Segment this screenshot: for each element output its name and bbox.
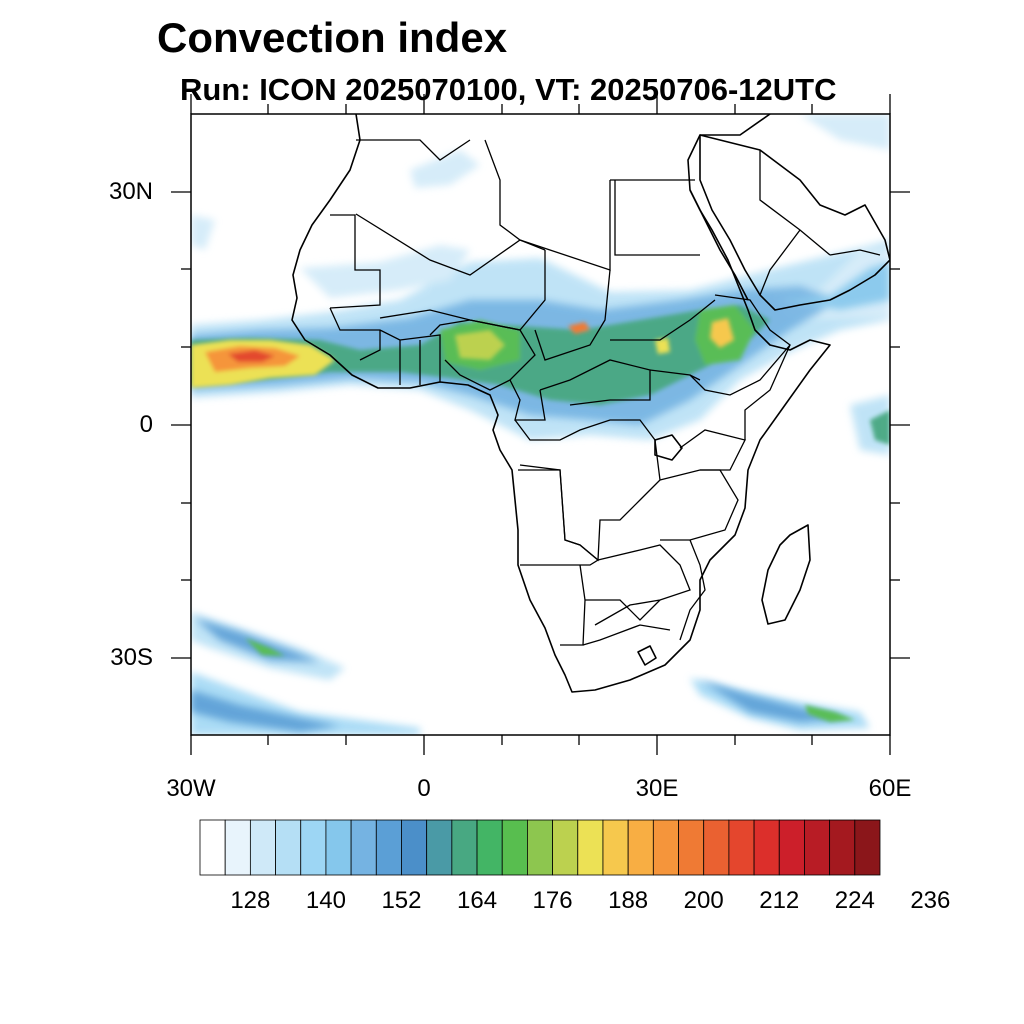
colorbar-box [501,819,528,876]
convection-nigeria-yellow [455,330,505,360]
colorbar-box [778,819,805,876]
convection-sudan-hotspot [568,322,590,334]
border-west-africa [329,307,441,385]
colorbar-box [552,819,579,876]
colorbar-box [249,819,276,876]
border-angola [518,469,600,566]
colorbar-box [753,819,780,876]
colorbar-label: 200 [683,887,724,914]
red-sea-west [689,189,749,301]
lake-victoria [654,434,683,461]
convection-atlantic-red [228,350,275,362]
colorbar-box [426,819,453,876]
border-egypt [610,179,700,256]
convection-cameroon-spot [655,338,670,354]
lon-label-30e: 30E [635,775,679,802]
convection-field [191,114,890,735]
convection-med [800,114,890,150]
colorbar-label: 176 [532,887,573,914]
border-arabia [759,150,881,296]
border-drc [514,419,661,562]
plot-title: Convection index [157,14,508,61]
colorbar-box [577,819,604,876]
border-morocco [356,139,471,161]
lat-label-30n: 30N [108,178,153,205]
convection-east-atlantic-nw [191,215,215,250]
africa-coastline [291,114,831,693]
colorbar-box [224,819,251,876]
lat-label-0: 0 [139,411,153,438]
colorbar-box [325,819,352,876]
country-borders [329,139,881,646]
border-kenya [679,429,746,471]
border-nigeria [429,319,536,391]
lon-label-30w: 30W [166,775,216,802]
lon-label-60e: 60E [868,775,912,802]
convection-southatl-green [245,638,285,656]
colorbar-label: 236 [910,887,951,914]
border-somalia [744,344,791,440]
madagascar [761,524,811,625]
border-mozambique [679,539,706,641]
convection-ethiopia-hotspot [710,318,734,348]
colorbar-box [300,819,327,876]
border-zambia-zim [594,544,691,626]
arabian-peninsula [699,134,890,311]
colorbar-box [199,819,226,876]
colorbar-box [275,819,302,876]
colorbar-box [854,819,881,876]
colorbar-label: 128 [230,887,271,914]
plot-subtitle: Run: ICON 2025070100, VT: 20250706-12UTC [180,72,837,107]
border-libya [484,139,611,271]
convection-southwest-mid [191,690,340,732]
colorbar-box [829,819,856,876]
colorbar-box [728,819,755,876]
convection-southeast-green [805,705,855,722]
lesotho [637,645,657,666]
colorbar-box [804,819,831,876]
convection-south-atlantic-mid [195,618,320,662]
colorbar-box [652,819,679,876]
convection-libya-north [410,150,480,188]
axis-ticks [171,94,910,755]
convection-arabia-mid [780,262,890,310]
coastlines [291,114,890,693]
colorbar-box [375,819,402,876]
colorbar-box [703,819,730,876]
colorbar-box [678,819,705,876]
border-south-africa [582,624,671,646]
colorbar-label: 152 [381,887,422,914]
border-tanzania [659,469,739,541]
convection-indian-ocean-green [870,410,890,445]
colorbar-label: 164 [457,887,498,914]
colorbar-box [627,819,654,876]
colorbar-box [401,819,428,876]
border-namibia-botswana [560,564,661,646]
colorbar [199,819,881,876]
colorbar-box [602,819,629,876]
colorbar-box [476,819,503,876]
colorbar-box [527,819,553,876]
border-chad-sudan [534,269,611,361]
colorbar-label: 224 [834,887,875,914]
colorbar-box [350,819,377,876]
colorbar-label: 188 [608,887,649,914]
border-ethiopia [689,294,791,396]
border-mauritania [329,214,381,309]
colorbar-box [451,819,478,876]
colorbar-label: 212 [759,887,800,914]
lon-label-0: 0 [417,775,431,802]
colorbar-label: 140 [305,887,346,914]
lat-label-30s: 30S [110,644,153,671]
